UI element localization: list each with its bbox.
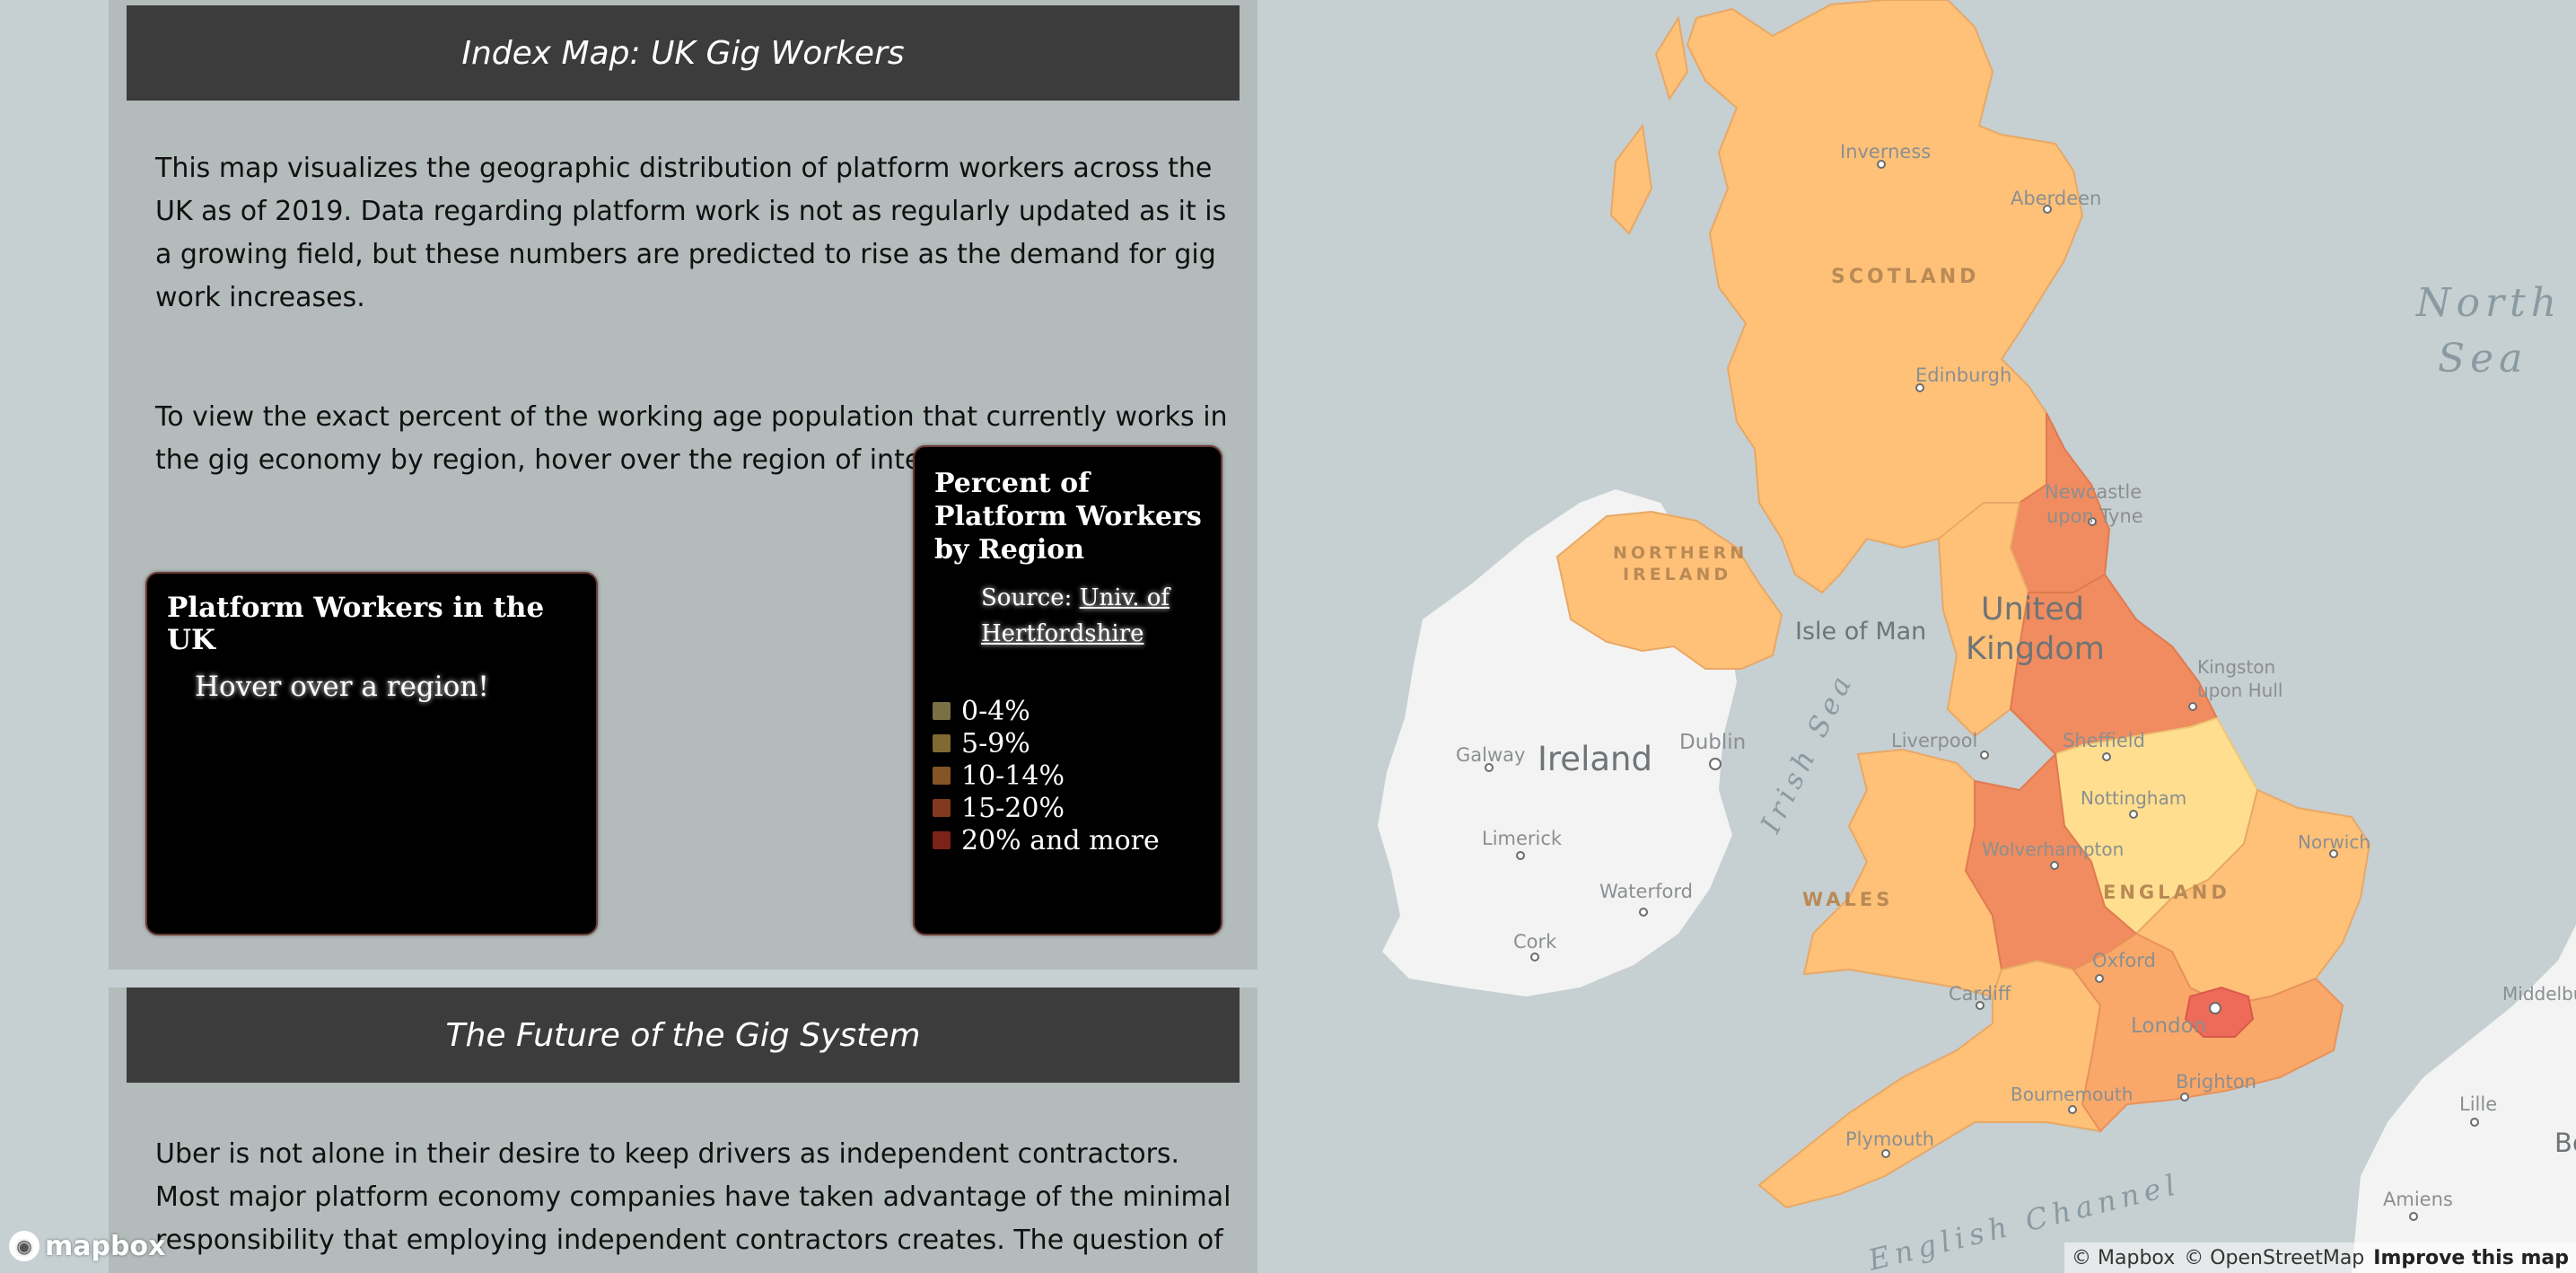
future-paragraph: Uber is not alone in their desire to kee… <box>155 1138 1231 1256</box>
map-attribution: © Mapbox © OpenStreetMap Improve this ma… <box>2064 1242 2576 1273</box>
label-bournemouth: Bournemouth <box>2011 1084 2133 1105</box>
label-cork: Cork <box>1513 931 1557 953</box>
legend-swatch <box>933 799 951 817</box>
scottish-islands <box>1609 15 1689 235</box>
mapbox-logo[interactable]: ◉ mapbox <box>9 1226 165 1266</box>
intro-paragraph-1: This map visualizes the geographic distr… <box>155 153 1227 313</box>
label-ireland: Ireland <box>1538 740 1652 778</box>
info-box-hint: Hover over a region! <box>195 671 489 703</box>
mapbox-logo-text: mapbox <box>45 1230 166 1262</box>
legend-items: 0-4% 5-9% 10-14% 15-20% 20% and more <box>933 695 1160 856</box>
label-cardiff: Cardiff <box>1949 983 2011 1005</box>
label-wales: WALES <box>1802 889 1893 910</box>
legend-item: 10-14% <box>933 759 1160 792</box>
label-galway: Galway <box>1456 744 1525 766</box>
label-aberdeen: Aberdeen <box>2011 188 2101 209</box>
region-northern-ireland[interactable] <box>1555 510 1783 670</box>
legend-source: Source: Univ. of Hertfordshire <box>981 580 1205 652</box>
label-north-sea-1: North <box>2415 280 2562 326</box>
label-waterford: Waterford <box>1599 881 1693 902</box>
legend-item: 5-9% <box>933 727 1160 759</box>
section-divider <box>109 970 1257 988</box>
intro-paragraph-2: To view the exact percent of the working… <box>155 401 1228 476</box>
label-england: ENGLAND <box>2103 882 2230 903</box>
label-newcastle-1: Newcastle <box>2045 481 2142 503</box>
label-united: United <box>1981 592 2084 628</box>
legend-swatch <box>933 831 951 849</box>
label-plymouth: Plymouth <box>1845 1128 1934 1150</box>
label-northern-ireland-1: NORTHERN <box>1613 543 1748 563</box>
label-inverness: Inverness <box>1840 141 1931 162</box>
legend-item: 0-4% <box>933 695 1160 727</box>
label-oxford: Oxford <box>2092 950 2156 971</box>
label-newcastle-2: upon Tyne <box>2046 505 2143 527</box>
legend-label: 20% and more <box>961 824 1160 856</box>
attribution-osm-link[interactable]: © OpenStreetMap <box>2184 1246 2365 1269</box>
legend-swatch <box>933 702 951 720</box>
attribution-mapbox-link[interactable]: © Mapbox <box>2072 1246 2176 1269</box>
label-north-sea-2: Sea <box>2438 336 2528 382</box>
legend-title: Percent of Platform Workers by Region <box>934 468 1202 566</box>
place-markers <box>1485 160 2479 1221</box>
label-kingdom: Kingdom <box>1966 631 2105 667</box>
legend-label: 0-4% <box>961 695 1030 727</box>
improve-map-link[interactable]: Improve this map <box>2373 1246 2569 1269</box>
future-header: The Future of the Gig System <box>127 988 1240 1083</box>
label-be: Be <box>2554 1128 2576 1158</box>
continent-landmass <box>2352 925 2576 1273</box>
label-liverpool: Liverpool <box>1891 730 1977 751</box>
label-norwich: Norwich <box>2298 831 2370 853</box>
label-amiens: Amiens <box>2383 1189 2453 1210</box>
label-london: London <box>2131 1014 2206 1038</box>
legend-source-prefix: Source: <box>981 584 1080 611</box>
info-box-title: Platform Workers in the UK <box>167 592 545 656</box>
future-section: The Future of the Gig System Uber is not… <box>109 988 1257 1273</box>
legend-label: 10-14% <box>961 759 1065 792</box>
legend-label: 5-9% <box>961 727 1030 759</box>
label-dublin: Dublin <box>1679 731 1746 754</box>
label-kingston-2: upon Hull <box>2197 680 2282 701</box>
label-wolverhampton: Wolverhampton <box>1982 838 2124 860</box>
label-scotland: SCOTLAND <box>1831 266 1979 288</box>
label-sheffield: Sheffield <box>2063 730 2145 751</box>
label-kingston-1: Kingston <box>2197 656 2275 678</box>
intro-header: Index Map: UK Gig Workers <box>127 5 1240 101</box>
intro-section: Index Map: UK Gig Workers This map visua… <box>109 0 1257 970</box>
label-limerick: Limerick <box>1482 828 1563 849</box>
mapbox-logo-icon: ◉ <box>9 1231 39 1261</box>
legend-item: 15-20% <box>933 792 1160 824</box>
legend-label: 15-20% <box>961 792 1065 824</box>
legend-swatch <box>933 734 951 752</box>
info-box: Platform Workers in the UK Hover over a … <box>145 572 598 935</box>
label-edinburgh: Edinburgh <box>1915 364 2011 386</box>
label-nottingham: Nottingham <box>2081 787 2186 809</box>
label-middelburg: Middelburg <box>2502 983 2576 1005</box>
legend-swatch <box>933 767 951 785</box>
label-northern-ireland-2: IRELAND <box>1623 565 1731 584</box>
label-brighton: Brighton <box>2176 1071 2256 1093</box>
label-lille: Lille <box>2459 1093 2497 1115</box>
label-isle-of-man: Isle of Man <box>1795 618 1926 645</box>
legend-box: Percent of Platform Workers by Region So… <box>913 445 1222 935</box>
source-link[interactable]: Univ. of Hertfordshire <box>981 584 1170 647</box>
legend-item: 20% and more <box>933 824 1160 856</box>
